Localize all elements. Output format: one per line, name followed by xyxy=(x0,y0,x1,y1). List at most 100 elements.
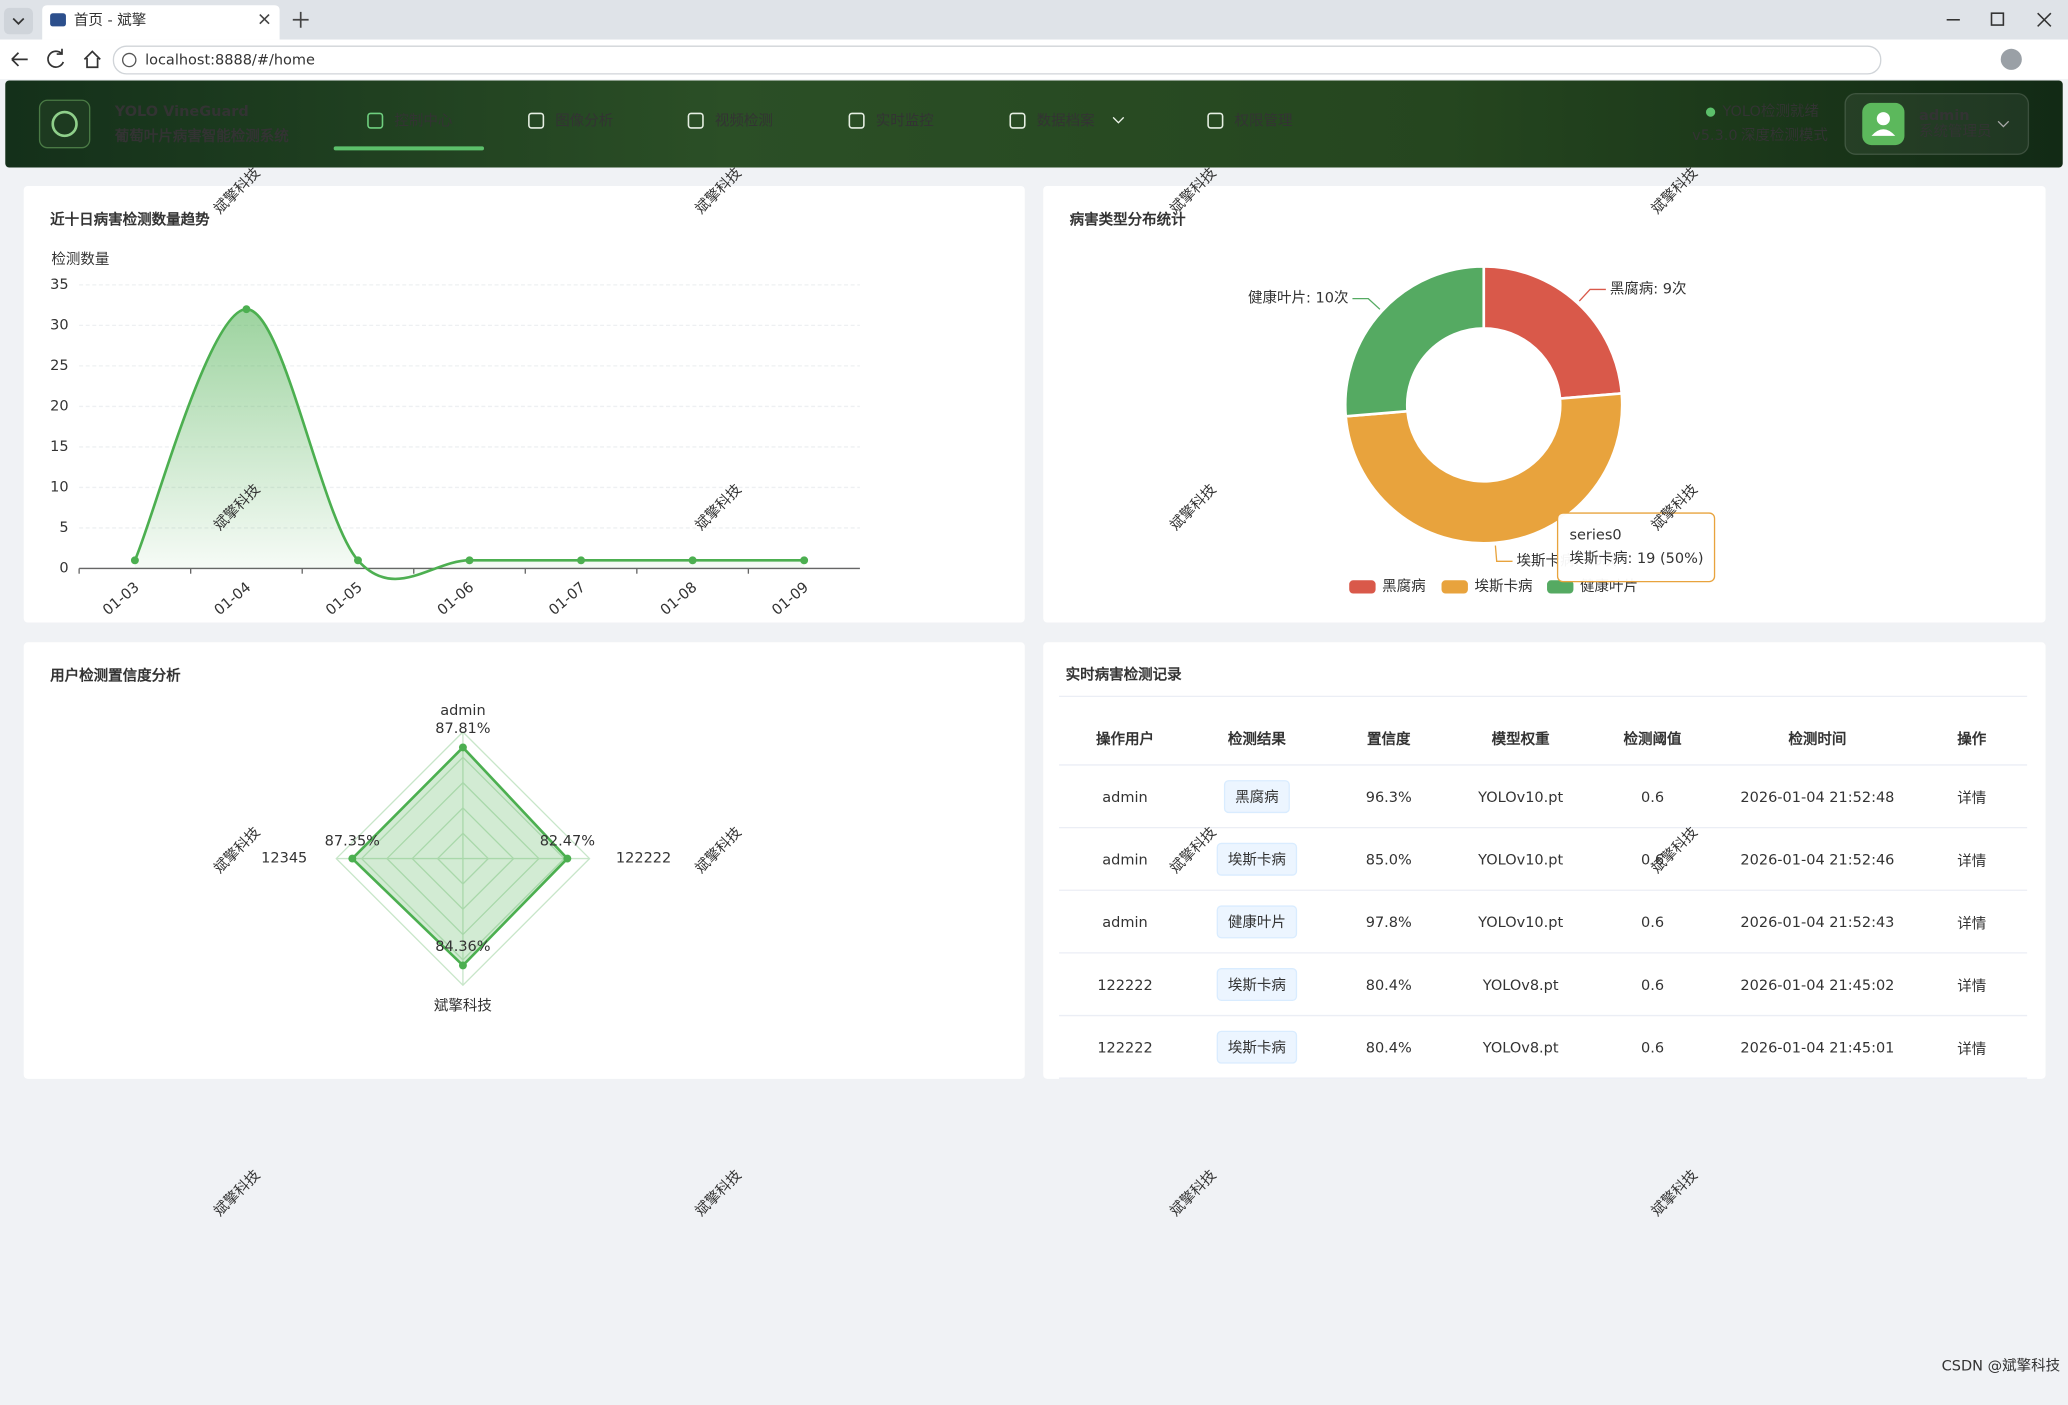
legend-label[interactable]: 埃斯卡病 xyxy=(1475,578,1533,595)
point xyxy=(354,556,362,565)
line-area xyxy=(134,309,805,579)
radar-point xyxy=(563,854,572,863)
reload-button[interactable] xyxy=(47,48,65,68)
avatar-body xyxy=(1871,129,1896,136)
detail-link[interactable]: 详情 xyxy=(1957,916,1986,933)
status-dot xyxy=(1705,107,1716,117)
nav-item[interactable]: 视频检测 xyxy=(715,112,773,129)
table-header: 模型权重 xyxy=(1492,730,1550,748)
nav-icon xyxy=(687,112,704,129)
detail-link[interactable]: 详情 xyxy=(1957,1041,1986,1058)
table-header: 操作用户 xyxy=(1096,730,1154,748)
tab-title: 首页 - 斌擎 xyxy=(74,12,146,29)
tab-strip xyxy=(0,0,2068,40)
table-header: 操作 xyxy=(1957,730,1987,748)
point xyxy=(800,556,809,565)
radar-point xyxy=(348,854,357,863)
table-cell: 2026-01-04 21:45:01 xyxy=(1740,1041,1894,1057)
donut-slice xyxy=(1344,392,1624,544)
tab[interactable] xyxy=(42,5,280,40)
table-cell: admin xyxy=(1102,853,1147,869)
version: v5.3.0 xyxy=(1692,128,1737,144)
radar-value-label: 84.36% xyxy=(435,939,490,955)
slice-label: 黑腐病: 9次 xyxy=(1610,279,1687,297)
logo-icon xyxy=(51,110,78,138)
legend-label[interactable]: 黑腐病 xyxy=(1382,577,1426,595)
nav-icon xyxy=(848,112,865,129)
card xyxy=(1043,185,2046,623)
tab-menu[interactable] xyxy=(3,7,33,35)
slice-label: 健康叶片: 10次 xyxy=(1248,290,1348,307)
site-info[interactable] xyxy=(121,52,137,68)
y-tick-label: 20 xyxy=(50,398,68,414)
home-button[interactable] xyxy=(83,50,101,69)
legend-swatch[interactable] xyxy=(1547,580,1574,594)
tooltip-title: series0 xyxy=(1569,527,1621,543)
result-tag-text: 埃斯卡病 xyxy=(1228,1040,1286,1057)
chart-title: 病害类型分布统计 xyxy=(1070,210,1186,228)
maximize[interactable] xyxy=(1990,12,2005,26)
chart-title: 用户检测置信度分析 xyxy=(50,667,181,685)
table-cell: 2026-01-04 21:52:46 xyxy=(1740,853,1894,869)
y-tick-label: 15 xyxy=(50,439,68,455)
tab-favicon xyxy=(50,13,66,27)
label-line xyxy=(1494,545,1513,562)
chart-title: 近十日病害检测数量趋势 xyxy=(50,210,210,228)
y-tick-label: 10 xyxy=(50,479,68,495)
table-cell: YOLOv8.pt xyxy=(1482,1041,1559,1057)
card xyxy=(23,642,1025,1079)
user-role: 系统管理员 xyxy=(1919,123,1992,140)
result-tag xyxy=(1216,905,1298,939)
detail-link[interactable]: 详情 xyxy=(1957,790,1986,807)
table-cell: 80.4% xyxy=(1366,978,1412,994)
url-field[interactable] xyxy=(112,45,1882,75)
detail-link[interactable]: 详情 xyxy=(1957,978,1986,995)
table-cell: 96.3% xyxy=(1366,790,1412,806)
point xyxy=(577,556,586,565)
legend-swatch[interactable] xyxy=(1441,580,1468,594)
nav-active-indicator xyxy=(333,146,485,151)
profile-button[interactable] xyxy=(2000,48,2022,70)
nav-item[interactable]: 数据档案 xyxy=(1037,111,1095,129)
tab-close[interactable] xyxy=(259,13,270,25)
nav-item[interactable]: 权限管理 xyxy=(1234,112,1292,129)
mode: 深度检测模式 xyxy=(1741,127,1828,144)
close-window[interactable] xyxy=(2037,12,2052,27)
radar-value-label: 82.47% xyxy=(540,833,595,849)
table-header: 检测时间 xyxy=(1788,730,1846,748)
nav-item[interactable]: 控制中心 xyxy=(394,112,452,129)
table-cell: 2026-01-04 21:52:43 xyxy=(1740,915,1894,931)
table-cell: 0.6 xyxy=(1641,915,1664,931)
nav-item[interactable]: 实时监控 xyxy=(876,112,934,129)
y-tick-label: 5 xyxy=(59,520,68,536)
point xyxy=(465,556,474,565)
table-title: 实时病害检测记录 xyxy=(1066,665,1182,683)
radar-axis-label: 12345 xyxy=(261,851,307,867)
brand-subtitle: 葡萄叶片病害智能检测系统 xyxy=(114,127,289,145)
table-cell: 85.0% xyxy=(1366,853,1412,869)
table-cell: YOLOv10.pt xyxy=(1477,915,1563,931)
y-tick-label: 25 xyxy=(50,358,68,374)
radar-point xyxy=(458,961,467,970)
result-tag xyxy=(1216,968,1298,1002)
nav-item[interactable]: 图像分析 xyxy=(555,112,613,129)
point xyxy=(130,556,139,565)
line xyxy=(133,307,805,581)
radar-axis-label: admin xyxy=(440,703,485,719)
label-line xyxy=(1578,288,1606,302)
url[interactable]: localhost:8888/#/home xyxy=(145,53,315,69)
app-header xyxy=(5,80,2063,168)
result-tag xyxy=(1216,842,1298,876)
table-cell: 80.4% xyxy=(1366,1041,1412,1057)
new-tab[interactable] xyxy=(292,11,309,28)
detail-link[interactable]: 详情 xyxy=(1957,853,1986,870)
user-menu-caret xyxy=(1997,120,2010,128)
nav-caret xyxy=(1112,116,1125,124)
result-tag-text: 黑腐病 xyxy=(1235,788,1279,806)
table-cell: admin xyxy=(1102,790,1147,806)
table-cell: 0.6 xyxy=(1641,1041,1664,1057)
legend-swatch[interactable] xyxy=(1349,580,1376,594)
avatar-head xyxy=(1876,112,1890,126)
back-button[interactable] xyxy=(11,52,28,67)
